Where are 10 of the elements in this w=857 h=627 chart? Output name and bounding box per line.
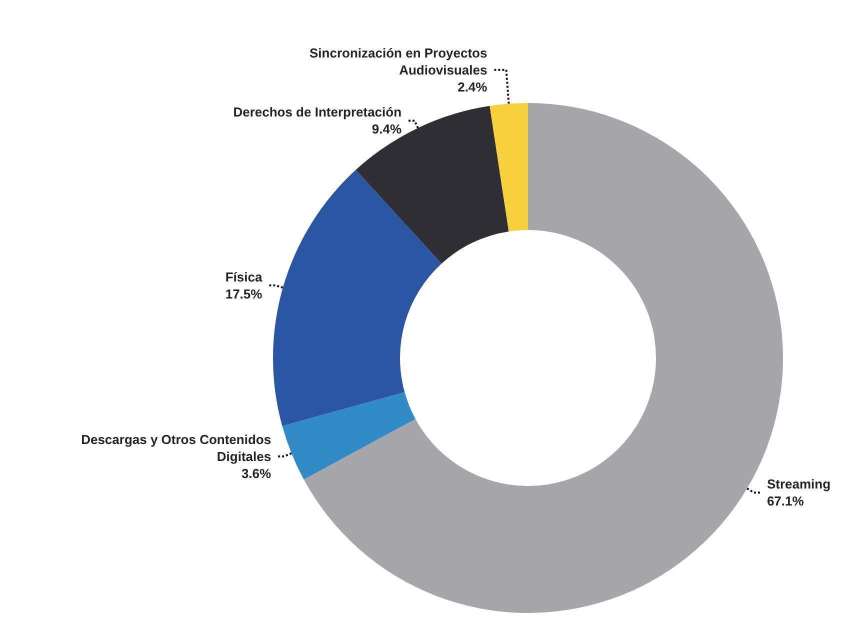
data-label: 9.4%: [372, 122, 402, 137]
slice-label: Descargas y Otros Contenidos Digitales: [81, 432, 272, 464]
slice-label: Derechos de Interpretación: [233, 104, 402, 120]
data-label: 3.6%: [241, 466, 272, 481]
slice-label: Física: [225, 269, 263, 284]
slice-label: Streaming: [766, 476, 831, 492]
data-label: 17.5%: [225, 286, 263, 302]
data-label: 67.1%: [766, 494, 804, 509]
slice-label: Sincronización en Proyectos Audiovisuales: [310, 45, 488, 78]
data-label: 2.4%: [458, 79, 488, 94]
